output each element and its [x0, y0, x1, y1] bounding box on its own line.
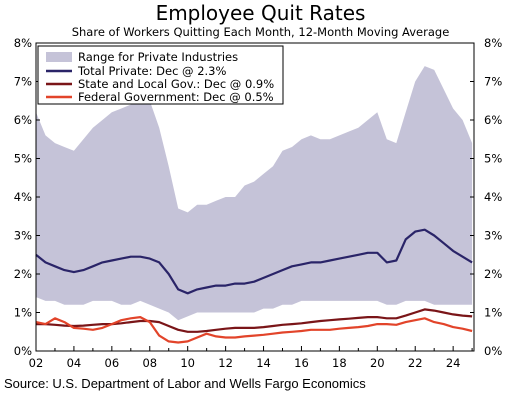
- y-tick-label-right: 8%: [484, 36, 502, 50]
- legend-label-state-local: State and Local Gov.: Dec @ 0.9%: [78, 77, 274, 91]
- plot-area: [35, 66, 473, 344]
- x-tick-label: 14: [256, 356, 271, 370]
- chart-subtitle: Share of Workers Quitting Each Month, 12…: [72, 25, 450, 39]
- legend-label-total-private: Total Private: Dec @ 2.3%: [77, 64, 226, 78]
- y-tick-label-left: 1%: [14, 306, 32, 320]
- x-tick-label: 12: [218, 356, 233, 370]
- axes: 0% 0% 1% 1% 2% 2% 3% 3% 4% 4% 5% 5% 6% 6% 7% 7% 8% 8% 02 04…: [14, 36, 503, 370]
- y-tick-label-left: 2%: [14, 267, 32, 281]
- x-tick-label: 08: [142, 356, 157, 370]
- legend-swatch-range: [46, 52, 72, 62]
- y-tick-label-right: 2%: [484, 267, 502, 281]
- x-tick-label: 18: [332, 356, 347, 370]
- x-tick-label: 02: [29, 356, 44, 370]
- y-tick-label-right: 6%: [484, 113, 502, 127]
- x-tick-label: 22: [408, 356, 423, 370]
- x-tick-label: 16: [294, 356, 309, 370]
- chart-source: Source: U.S. Department of Labor and Wel…: [4, 376, 366, 391]
- y-tick-label-right: 3%: [484, 229, 502, 243]
- y-tick-label-left: 3%: [14, 229, 32, 243]
- series-line-state-and-local-gov: [36, 308, 473, 333]
- y-tick-label-left: 0%: [14, 344, 32, 358]
- x-tick-label: 24: [446, 356, 461, 370]
- x-tick-label: 06: [105, 356, 120, 370]
- series-line-total-private: [35, 228, 473, 295]
- legend-label-range: Range for Private Industries: [78, 50, 238, 64]
- x-tick-label: 20: [370, 356, 385, 370]
- legend-label-federal: Federal Government: Dec @ 0.5%: [78, 90, 274, 104]
- y-tick-label-right: 1%: [484, 306, 502, 320]
- y-tick-label-left: 8%: [14, 36, 32, 50]
- y-tick-label-left: 5%: [14, 152, 32, 166]
- series-line-federal-government: [35, 316, 473, 344]
- y-tick-label-left: 4%: [14, 190, 32, 204]
- chart-title: Employee Quit Rates: [156, 1, 366, 25]
- y-tick-label-left: 6%: [14, 113, 32, 127]
- y-tick-label-left: 7%: [14, 75, 32, 89]
- x-tick-label: 10: [180, 356, 195, 370]
- y-tick-label-right: 7%: [484, 75, 502, 89]
- y-tick-label-right: 0%: [484, 344, 502, 358]
- legend: Range for Private Industries Total Priva…: [37, 45, 284, 105]
- y-tick-label-right: 5%: [484, 152, 502, 166]
- y-tick-label-right: 4%: [484, 190, 502, 204]
- legend-box: [37, 45, 284, 105]
- x-tick-label: 04: [67, 356, 82, 370]
